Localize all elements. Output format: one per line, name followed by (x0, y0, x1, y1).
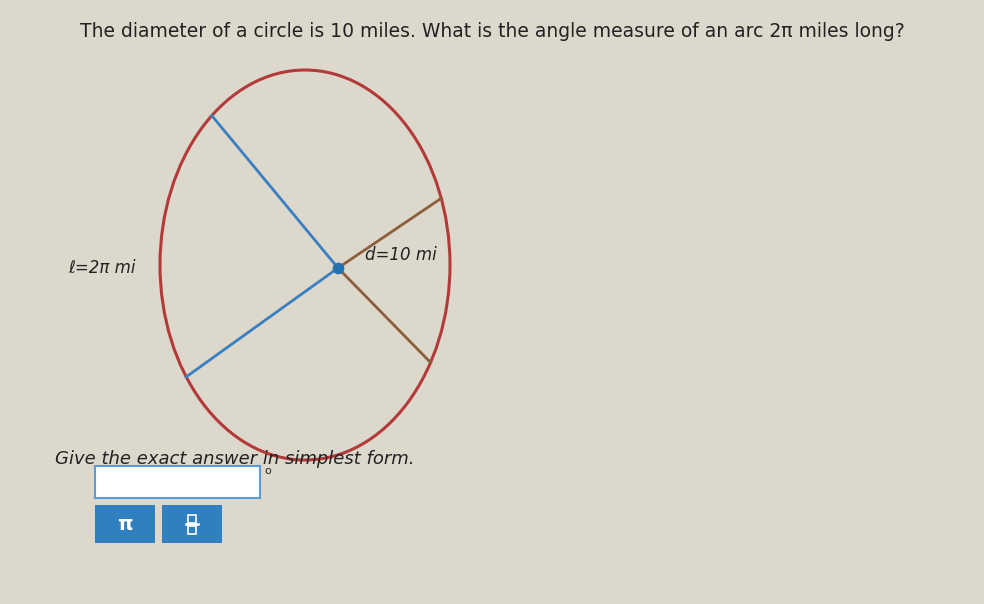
FancyBboxPatch shape (95, 466, 260, 498)
Text: ℓ=2π mi: ℓ=2π mi (68, 259, 136, 277)
Text: π: π (117, 515, 133, 533)
Text: The diameter of a circle is 10 miles. What is the angle measure of an arc 2π mil: The diameter of a circle is 10 miles. Wh… (80, 22, 904, 41)
Text: d=10 mi: d=10 mi (365, 246, 437, 264)
Text: Give the exact answer in simplest form.: Give the exact answer in simplest form. (55, 450, 414, 468)
FancyBboxPatch shape (188, 525, 196, 533)
FancyBboxPatch shape (188, 515, 196, 522)
Text: o: o (264, 466, 271, 476)
FancyBboxPatch shape (95, 505, 155, 543)
Point (330, 263, 345, 273)
FancyBboxPatch shape (162, 505, 222, 543)
